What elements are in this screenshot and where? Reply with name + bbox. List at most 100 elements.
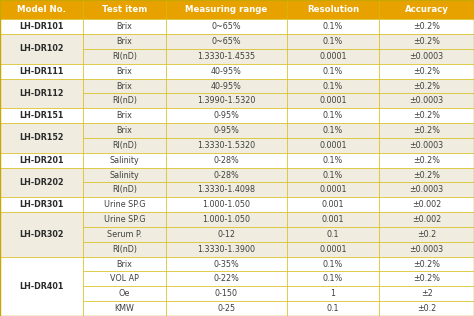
- Text: 0.1: 0.1: [327, 304, 339, 313]
- Bar: [0, 168, 83, 197]
- Text: ±0.2%: ±0.2%: [413, 126, 440, 135]
- Text: ±0.2%: ±0.2%: [413, 274, 440, 283]
- Bar: [83, 212, 166, 227]
- Text: Serum P.: Serum P.: [107, 230, 142, 239]
- Text: 0-22%: 0-22%: [213, 274, 239, 283]
- Text: Urine SP.G: Urine SP.G: [104, 215, 145, 224]
- Bar: [287, 34, 379, 49]
- Bar: [379, 286, 474, 301]
- Bar: [166, 271, 287, 286]
- Text: Resolution: Resolution: [307, 5, 359, 14]
- Text: Brix: Brix: [117, 37, 132, 46]
- Text: Brix: Brix: [117, 67, 132, 76]
- Text: LH-DR152: LH-DR152: [19, 133, 64, 143]
- Bar: [379, 182, 474, 197]
- Text: 0.001: 0.001: [322, 215, 344, 224]
- Bar: [287, 123, 379, 138]
- Text: 0~65%: 0~65%: [211, 37, 241, 46]
- Bar: [0, 0, 83, 19]
- Text: 1.3330-1.5320: 1.3330-1.5320: [197, 141, 255, 150]
- Bar: [0, 153, 83, 168]
- Text: 0.1%: 0.1%: [323, 274, 343, 283]
- Bar: [166, 64, 287, 79]
- Bar: [83, 49, 166, 64]
- Text: 0-95%: 0-95%: [213, 111, 239, 120]
- Bar: [83, 271, 166, 286]
- Text: ±0.2%: ±0.2%: [413, 67, 440, 76]
- Bar: [379, 19, 474, 34]
- Text: RI(nD): RI(nD): [112, 141, 137, 150]
- Bar: [379, 212, 474, 227]
- Bar: [83, 79, 166, 94]
- Bar: [83, 0, 166, 19]
- Text: RI(nD): RI(nD): [112, 52, 137, 61]
- Bar: [0, 197, 83, 212]
- Bar: [287, 197, 379, 212]
- Text: 0-95%: 0-95%: [213, 126, 239, 135]
- Bar: [0, 123, 83, 153]
- Text: Brix: Brix: [117, 111, 132, 120]
- Text: Urine SP.G: Urine SP.G: [104, 200, 145, 209]
- Bar: [83, 64, 166, 79]
- Text: RI(nD): RI(nD): [112, 185, 137, 194]
- Text: 40-95%: 40-95%: [211, 67, 242, 76]
- Bar: [166, 0, 287, 19]
- Text: LH-DR151: LH-DR151: [19, 111, 64, 120]
- Bar: [166, 182, 287, 197]
- Text: 1: 1: [330, 289, 336, 298]
- Bar: [166, 94, 287, 108]
- Bar: [287, 242, 379, 257]
- Bar: [166, 153, 287, 168]
- Text: 1.3330-1.3900: 1.3330-1.3900: [197, 245, 255, 254]
- Bar: [166, 123, 287, 138]
- Text: 0.1%: 0.1%: [323, 259, 343, 269]
- Text: ±0.002: ±0.002: [412, 200, 441, 209]
- Text: Brix: Brix: [117, 82, 132, 91]
- Text: 0-25: 0-25: [217, 304, 236, 313]
- Bar: [166, 242, 287, 257]
- Bar: [83, 138, 166, 153]
- Bar: [287, 19, 379, 34]
- Bar: [379, 64, 474, 79]
- Text: ±0.0003: ±0.0003: [410, 52, 444, 61]
- Bar: [379, 34, 474, 49]
- Text: 0-28%: 0-28%: [213, 156, 239, 165]
- Text: ±0.2: ±0.2: [417, 230, 436, 239]
- Bar: [0, 212, 83, 257]
- Bar: [379, 301, 474, 316]
- Bar: [83, 123, 166, 138]
- Text: KMW: KMW: [115, 304, 134, 313]
- Text: 0.0001: 0.0001: [319, 245, 347, 254]
- Text: Oe: Oe: [119, 289, 130, 298]
- Bar: [0, 108, 83, 123]
- Text: 0.0001: 0.0001: [319, 96, 347, 105]
- Text: ±0.0003: ±0.0003: [410, 245, 444, 254]
- Text: RI(nD): RI(nD): [112, 96, 137, 105]
- Bar: [287, 153, 379, 168]
- Text: 0.1%: 0.1%: [323, 22, 343, 31]
- Text: Measuring range: Measuring range: [185, 5, 267, 14]
- Text: 1.3990-1.5320: 1.3990-1.5320: [197, 96, 255, 105]
- Bar: [0, 257, 83, 316]
- Text: 1.000-1.050: 1.000-1.050: [202, 215, 250, 224]
- Text: RI(nD): RI(nD): [112, 245, 137, 254]
- Text: ±0.2%: ±0.2%: [413, 156, 440, 165]
- Text: LH-DR201: LH-DR201: [19, 156, 64, 165]
- Bar: [287, 227, 379, 242]
- Text: 0-28%: 0-28%: [213, 171, 239, 179]
- Text: ±0.2%: ±0.2%: [413, 171, 440, 179]
- Bar: [83, 301, 166, 316]
- Text: 1.000-1.050: 1.000-1.050: [202, 200, 250, 209]
- Bar: [379, 168, 474, 182]
- Text: ±0.0003: ±0.0003: [410, 185, 444, 194]
- Text: 0.1%: 0.1%: [323, 156, 343, 165]
- Bar: [287, 94, 379, 108]
- Text: LH-DR401: LH-DR401: [19, 282, 64, 291]
- Text: 0.001: 0.001: [322, 200, 344, 209]
- Text: 0.1%: 0.1%: [323, 126, 343, 135]
- Bar: [166, 79, 287, 94]
- Bar: [287, 212, 379, 227]
- Bar: [287, 64, 379, 79]
- Text: 0.1%: 0.1%: [323, 82, 343, 91]
- Bar: [287, 49, 379, 64]
